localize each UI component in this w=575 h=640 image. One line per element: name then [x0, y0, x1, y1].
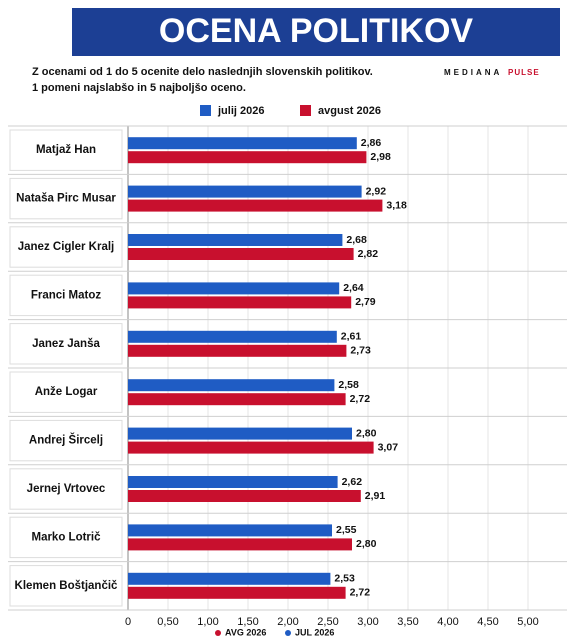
x-tick-label: 5,00 [517, 616, 538, 628]
bar [128, 330, 337, 343]
bar [128, 393, 346, 406]
category-box [9, 468, 123, 510]
category-box [9, 565, 123, 607]
category-box [9, 226, 123, 268]
logo: PULSE [508, 68, 540, 77]
bar [128, 586, 346, 599]
value-label: 3,07 [378, 441, 399, 453]
legend-label: avgust 2026 [318, 105, 381, 117]
chart-title: OCENA POLITIKOV [159, 12, 474, 50]
legend-dot [285, 630, 291, 636]
category-box [9, 177, 123, 220]
legend-label: AVG 2026 [225, 627, 266, 637]
category-box [9, 371, 123, 413]
category-box [9, 274, 123, 317]
value-label: 2,80 [356, 427, 377, 439]
x-tick-label: 3,00 [357, 616, 378, 628]
value-label: 3,18 [386, 199, 407, 211]
x-tick-label: 0 [125, 616, 131, 628]
x-tick-label: 2,50 [317, 616, 338, 628]
value-label: 2,73 [350, 345, 371, 357]
category-label: Franci Matoz [31, 289, 102, 301]
x-tick-label: 4,50 [477, 616, 498, 628]
category-label: Marko Lotrič [31, 531, 101, 543]
value-label: 2,72 [350, 587, 371, 599]
x-tick-label: 2,00 [277, 616, 298, 628]
value-label: 2,91 [365, 490, 386, 502]
category-label: Klemen Boštjančič [15, 580, 118, 592]
x-tick-label: 0,50 [157, 616, 178, 628]
bar [128, 441, 374, 454]
x-tick-label: 1,50 [237, 616, 258, 628]
value-label: 2,82 [358, 248, 379, 260]
logo: MEDIANA [444, 68, 502, 77]
x-tick-label: 3,50 [397, 616, 418, 628]
value-label: 2,61 [341, 331, 362, 343]
category-label: Janez Cigler Kralj [18, 241, 115, 253]
value-label: 2,80 [356, 538, 377, 550]
legend-label: julij 2026 [217, 105, 264, 117]
category-label: Matjaž Han [36, 144, 96, 156]
bar [128, 490, 361, 502]
bar [128, 476, 338, 488]
category-label: Jernej Vrtovec [27, 483, 106, 495]
title-banner [72, 8, 560, 56]
bar [128, 344, 347, 357]
bar [128, 151, 367, 164]
value-label: 2,53 [334, 573, 355, 585]
legend-swatch [300, 105, 311, 116]
subtitle: 1 pomeni najslabšo in 5 najboljšo oceno. [32, 82, 246, 94]
value-label: 2,68 [346, 234, 367, 246]
category-label: Andrej Šircelj [29, 434, 103, 447]
category-label: Nataša Pirc Musar [16, 193, 116, 205]
value-label: 2,92 [366, 185, 387, 197]
x-tick-label: 1,00 [197, 616, 218, 628]
value-label: 2,62 [342, 476, 363, 488]
value-label: 2,55 [336, 524, 357, 536]
value-label: 2,86 [361, 137, 382, 149]
bar [128, 185, 362, 198]
bar [128, 524, 332, 537]
bar [128, 234, 343, 246]
subtitle: Z ocenami od 1 do 5 ocenite delo nasledn… [32, 66, 373, 78]
value-label: 2,79 [355, 296, 376, 308]
bar [128, 137, 357, 150]
value-label: 2,72 [350, 393, 371, 405]
bar [128, 427, 352, 440]
category-box [9, 323, 123, 365]
value-label: 2,64 [343, 282, 364, 294]
bar [128, 199, 383, 212]
category-label: Anže Logar [35, 386, 98, 398]
legend-swatch [200, 105, 211, 116]
category-box [9, 129, 123, 171]
value-label: 2,58 [338, 379, 359, 391]
bar [128, 282, 340, 295]
bar [128, 296, 352, 309]
bar [128, 572, 331, 585]
category-label: Janez Janša [32, 338, 100, 350]
category-box [9, 419, 123, 462]
bar [128, 379, 335, 392]
legend-label: JUL 2026 [295, 627, 334, 637]
x-tick-label: 4,00 [437, 616, 458, 628]
bar [128, 538, 352, 551]
bar [128, 248, 354, 260]
category-box [9, 516, 123, 559]
value-label: 2,98 [370, 151, 391, 163]
legend-dot [215, 630, 221, 636]
